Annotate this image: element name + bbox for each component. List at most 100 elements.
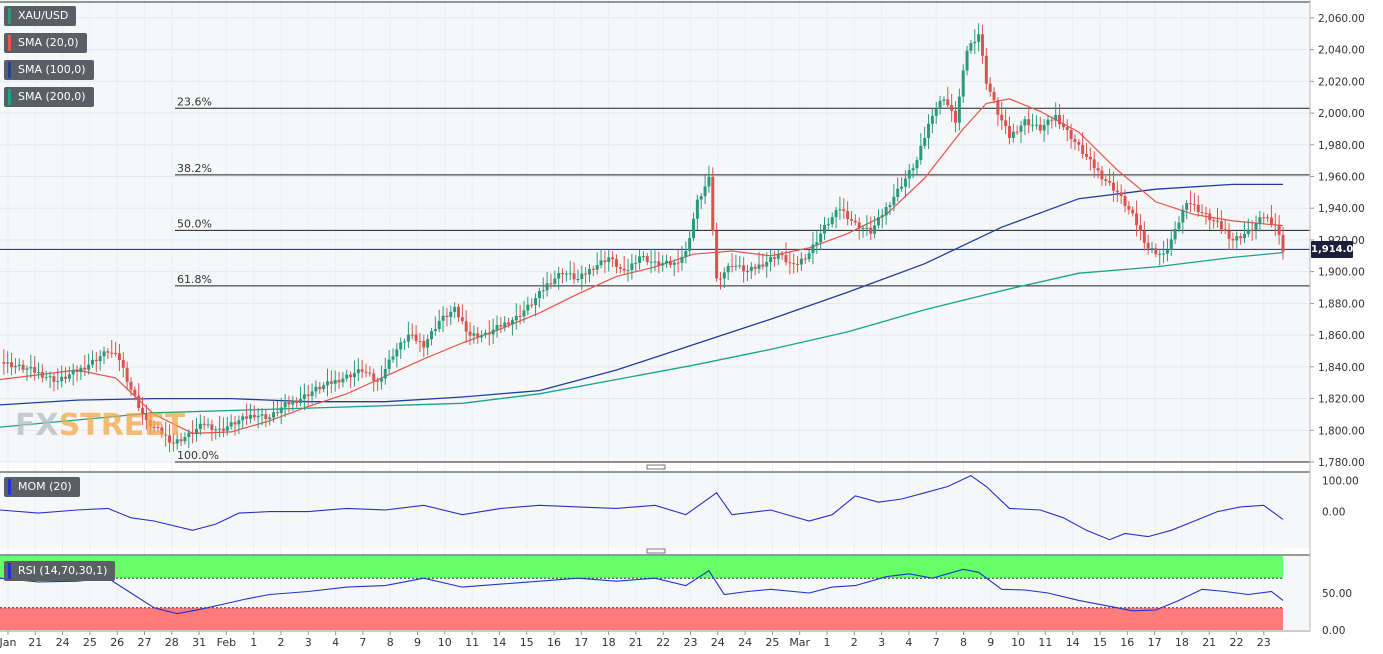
legend-sma100[interactable]: SMA (100,0) [4, 60, 94, 80]
rsi-tick-label: 50.00 [1322, 588, 1352, 600]
legend-rsi[interactable]: RSI (14,70,30,1) [4, 561, 116, 581]
candle-up [229, 422, 233, 427]
candle-up [491, 329, 495, 335]
candle-up [299, 399, 303, 403]
candle-up [541, 290, 545, 292]
rsi-oversold-band [0, 607, 1283, 630]
price-tick-label: 1,880.00 [1318, 298, 1365, 310]
candle-down [549, 283, 553, 285]
candle-up [661, 263, 665, 266]
candle-down [422, 341, 426, 348]
candle-up [826, 224, 830, 226]
candle-down [1138, 225, 1142, 231]
date-tick-label: 22 [656, 636, 670, 649]
candle-down [788, 262, 792, 264]
legend-sma20-label: SMA (20,0) [18, 36, 79, 49]
candle-up [206, 424, 210, 426]
candle-up [279, 407, 283, 413]
candle-up [260, 414, 264, 416]
candle-up [430, 331, 434, 340]
legend-sma20[interactable]: SMA (20,0) [4, 33, 87, 53]
date-tick-label: 24 [711, 636, 725, 649]
candle-up [387, 359, 391, 369]
candle-up [880, 215, 884, 218]
candle-down [1216, 220, 1220, 222]
date-tick-label: 23 [684, 636, 698, 649]
legend-mom-label: MOM (20) [18, 480, 72, 493]
candle-down [715, 230, 719, 279]
candle-down [121, 360, 125, 368]
candle-up [738, 265, 742, 267]
rsi-line [0, 568, 1284, 615]
candle-down [179, 439, 183, 442]
date-tick-label: 10 [438, 636, 452, 649]
candle-down [1073, 139, 1077, 142]
candle-up [1023, 119, 1027, 126]
candle-down [156, 427, 160, 429]
candle-up [98, 356, 102, 362]
candle-up [341, 378, 345, 383]
candle-up [595, 265, 599, 270]
candle-up [607, 257, 611, 263]
date-tick-label: 24 [56, 636, 70, 649]
candle-down [1050, 119, 1054, 121]
candle-up [726, 265, 730, 273]
rsi-tick-label: 0.00 [1322, 625, 1345, 637]
candle-down [287, 402, 291, 405]
candle-down [869, 227, 873, 234]
date-tick-label: 14 [492, 636, 506, 649]
candle-down [152, 426, 156, 428]
candle-up [919, 145, 923, 161]
candle-down [368, 372, 372, 374]
date-tick-label: 4 [332, 636, 339, 649]
candle-down [1273, 224, 1277, 226]
candle-up [403, 341, 407, 343]
candle-up [1258, 217, 1262, 224]
candle-down [110, 352, 114, 354]
price-tick-label: 2,060.00 [1318, 13, 1365, 25]
date-tick-label: 11 [1038, 636, 1052, 649]
candle-down [414, 334, 418, 342]
candle-up [649, 261, 653, 263]
candle-up [194, 428, 198, 434]
legend-mom[interactable]: MOM (20) [4, 477, 80, 497]
candle-up [67, 374, 71, 379]
legend-sma200[interactable]: SMA (200,0) [4, 87, 94, 107]
candle-up [345, 374, 349, 379]
candle-up [638, 256, 642, 264]
candle-down [221, 428, 225, 431]
candle-down [996, 100, 1000, 115]
candle-up [1173, 229, 1177, 240]
panel-resize-handle[interactable] [646, 464, 666, 470]
legend-symbol[interactable]: XAU/USD [4, 6, 77, 26]
fib-label: 23.6% [177, 95, 212, 108]
candle-up [911, 168, 915, 171]
candle-up [965, 50, 969, 71]
candle-down [657, 261, 661, 266]
candle-down [295, 400, 299, 403]
candle-down [1204, 212, 1208, 214]
candle-up [587, 268, 591, 275]
candle-up [526, 304, 530, 311]
date-tick-label: 15 [520, 636, 534, 649]
candle-down [1038, 124, 1042, 131]
candle-up [823, 224, 827, 234]
candle-up [776, 254, 780, 259]
candle-down [410, 334, 414, 336]
candle-down [842, 209, 846, 212]
candle-up [472, 333, 476, 336]
candle-up [957, 96, 961, 123]
candle-up [769, 257, 773, 262]
date-tick-label: 7 [933, 636, 940, 649]
candle-up [1235, 236, 1239, 241]
candle-up [830, 217, 834, 225]
candle-down [1088, 156, 1092, 160]
candle-down [1146, 242, 1150, 249]
candle-down [849, 218, 853, 221]
panel-resize-handle[interactable] [646, 548, 666, 554]
candle-up [310, 391, 314, 397]
sma200-line [0, 251, 1284, 428]
candle-down [1281, 235, 1285, 252]
candle-down [730, 265, 734, 267]
candle-down [1069, 129, 1073, 140]
